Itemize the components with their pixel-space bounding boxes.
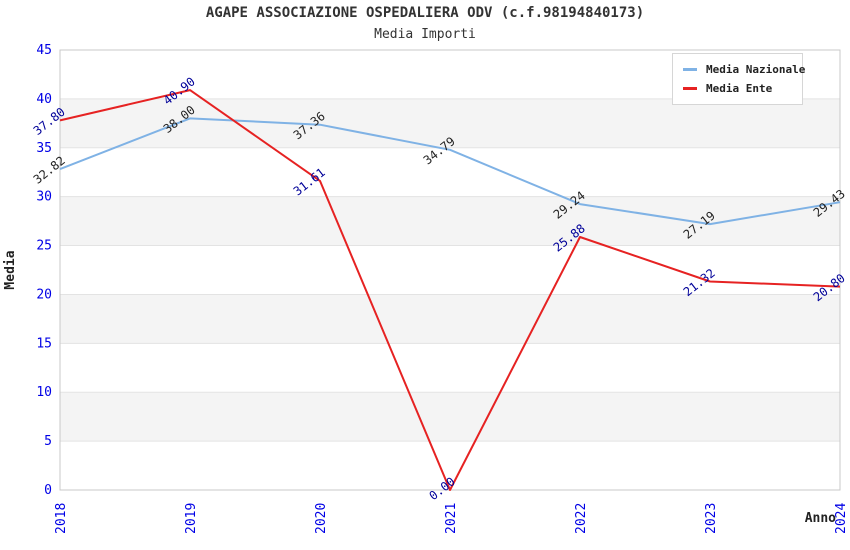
x-tick-label: 2024 bbox=[834, 503, 849, 534]
y-tick-label: 15 bbox=[36, 336, 52, 351]
grid-band bbox=[60, 392, 840, 442]
grid-band bbox=[60, 294, 840, 344]
x-tick-label: 2022 bbox=[574, 503, 589, 534]
y-tick-label: 5 bbox=[44, 434, 52, 449]
legend-line-icon-media-nazionale bbox=[683, 68, 697, 71]
grid-band bbox=[60, 98, 840, 148]
chart-title: AGAPE ASSOCIAZIONE OSPEDALIERA ODV (c.f.… bbox=[205, 5, 645, 21]
legend-item-media-nazionale: Media Nazionale bbox=[683, 60, 805, 79]
series-line-media-nazionale bbox=[59, 117, 841, 226]
x-axis-title: Anno bbox=[805, 511, 836, 526]
legend-line-icon-media-ente bbox=[683, 87, 697, 90]
y-tick-label: 35 bbox=[36, 141, 52, 156]
y-tick-label: 10 bbox=[36, 385, 52, 400]
legend-label: Media Ente bbox=[706, 82, 773, 95]
x-tick-label: 2023 bbox=[704, 503, 719, 534]
y-tick-label: 20 bbox=[36, 287, 52, 302]
legend-label: Media Nazionale bbox=[706, 63, 806, 76]
y-tick-label: 45 bbox=[36, 43, 52, 58]
chart-legend: Media Nazionale Media Ente bbox=[672, 53, 805, 105]
series-line-media-ente bbox=[59, 89, 841, 491]
legend-item-media-ente: Media Ente bbox=[683, 79, 792, 98]
y-tick-label: 40 bbox=[36, 92, 52, 107]
x-tick-label: 2021 bbox=[444, 503, 459, 534]
x-tick-label: 2019 bbox=[184, 503, 199, 534]
x-tick-label: 2018 bbox=[54, 503, 69, 534]
grid-band bbox=[60, 196, 840, 246]
y-axis-title: Media bbox=[3, 250, 18, 289]
y-tick-label: 30 bbox=[36, 190, 52, 205]
x-tick-label: 2020 bbox=[314, 503, 329, 534]
y-tick-label: 25 bbox=[36, 239, 52, 254]
chart-subtitle: Media Importi bbox=[374, 27, 476, 42]
y-tick-label: 0 bbox=[44, 483, 52, 498]
